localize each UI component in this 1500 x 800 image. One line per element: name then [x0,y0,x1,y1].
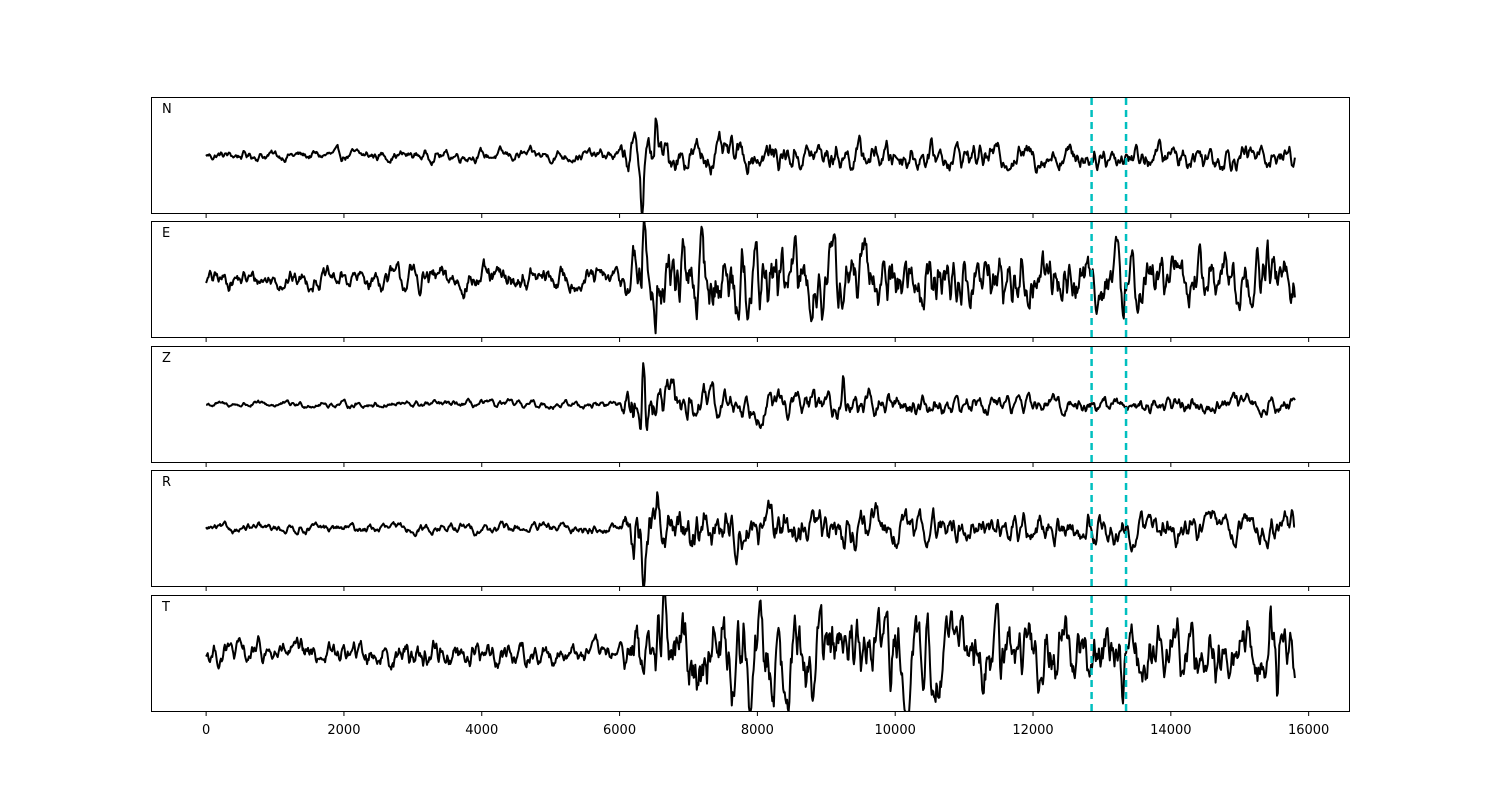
panel-frame [151,470,1350,587]
channel-label: T [161,600,170,615]
trace-e [205,221,1296,335]
channel-label: R [162,475,171,490]
panel-z: Z [151,346,1350,467]
panel-t: T [151,595,1350,716]
panel-e: E [151,221,1350,342]
x-tick-label: 2000 [327,723,360,738]
trace-n [205,117,1296,214]
x-tick-label: 4000 [465,723,498,738]
panel-n: N [151,97,1350,218]
panel-frame [151,221,1350,338]
panel-frame [151,97,1350,214]
channel-label: E [162,226,170,241]
x-tick-label: 6000 [603,723,636,738]
x-tick-label: 12000 [1012,723,1053,738]
x-tick-label: 14000 [1150,723,1191,738]
channel-label: Z [162,351,171,366]
trace-t [205,595,1296,712]
x-tick-label: 0 [202,723,210,738]
panel-frame [151,346,1350,463]
x-tick-label: 10000 [875,723,916,738]
trace-z [205,362,1296,431]
channel-label: N [162,102,172,117]
panel-r: R [151,470,1350,591]
panel-frame [151,595,1350,712]
x-tick-label: 8000 [741,723,774,738]
trace-r [205,491,1296,587]
x-tick-label: 16000 [1288,723,1329,738]
